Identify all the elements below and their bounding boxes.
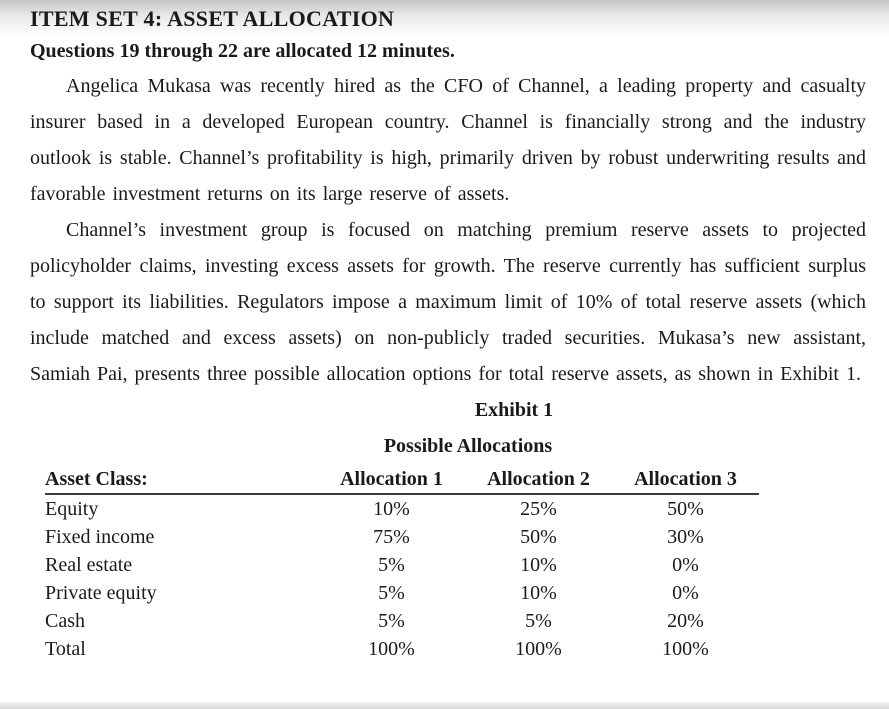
asset-class-cell: Cash <box>45 609 85 632</box>
allocation-value-cell: 20% <box>667 609 704 632</box>
instruction-text: Questions 19 through 22 are allocated 12… <box>30 40 455 62</box>
allocation-value-cell: 10% <box>520 553 557 576</box>
asset-class-cell: Private equity <box>45 581 157 604</box>
allocation-value-cell: 5% <box>378 609 405 632</box>
asset-class-cell: Real estate <box>45 553 133 576</box>
table-row: Fixed income 75% 50% 30% <box>45 523 759 551</box>
table-row: Equity 10% 25% 50% <box>45 494 759 523</box>
table-header-row: Asset Class: Allocation 1 Allocation 2 A… <box>45 466 759 495</box>
table-body: Equity 10% 25% 50% Fixed income 75% 50% 30% Real… <box>45 494 759 663</box>
table-row: Total 100% 100% 100% <box>45 635 759 663</box>
allocation-value-cell: 0% <box>672 553 699 576</box>
vignette-paragraph-1: Angelica Mukasa was recently hired as th… <box>30 75 866 205</box>
asset-class-header: Asset Class: <box>45 466 318 495</box>
allocation-value-cell: 5% <box>378 581 405 604</box>
table-row: Private equity 5% 10% 0% <box>45 579 759 607</box>
page-bottom-edge <box>0 702 889 709</box>
allocation-value-cell: 30% <box>667 525 704 548</box>
asset-class-cell: Equity <box>45 497 99 520</box>
allocation-2-header: Allocation 2 <box>465 466 612 495</box>
vignette-paragraph-2: Channel’s investment group is focused on… <box>30 219 866 385</box>
allocation-value-cell: 5% <box>378 553 405 576</box>
exhibit-subtitle: Possible Allocations <box>383 435 553 457</box>
allocation-value-cell: 50% <box>667 497 704 520</box>
allocations-table: Asset Class: Allocation 1 Allocation 2 A… <box>45 466 759 663</box>
allocation-value-cell: 100% <box>662 637 709 660</box>
table-row: Cash 5% 5% 20% <box>45 607 759 635</box>
document-page: ITEM SET 4: ASSET ALLOCATION Questions 1… <box>30 6 866 663</box>
allocation-value-cell: 10% <box>520 581 557 604</box>
allocation-value-cell: 25% <box>520 497 557 520</box>
asset-class-cell: Total <box>45 637 86 660</box>
allocation-value-cell: 100% <box>515 637 562 660</box>
allocation-1-header: Allocation 1 <box>318 466 465 495</box>
allocation-value-cell: 50% <box>520 525 557 548</box>
allocation-value-cell: 5% <box>525 609 552 632</box>
allocation-value-cell: 100% <box>368 637 415 660</box>
table-row: Real estate 5% 10% 0% <box>45 551 759 579</box>
exhibit-title: Exhibit 1 <box>474 399 554 421</box>
asset-class-cell: Fixed income <box>45 525 155 548</box>
allocation-value-cell: 10% <box>373 497 410 520</box>
page-title: ITEM SET 4: ASSET ALLOCATION <box>30 6 395 31</box>
allocation-3-header: Allocation 3 <box>612 466 759 495</box>
allocation-value-cell: 75% <box>373 525 410 548</box>
allocation-value-cell: 0% <box>672 581 699 604</box>
